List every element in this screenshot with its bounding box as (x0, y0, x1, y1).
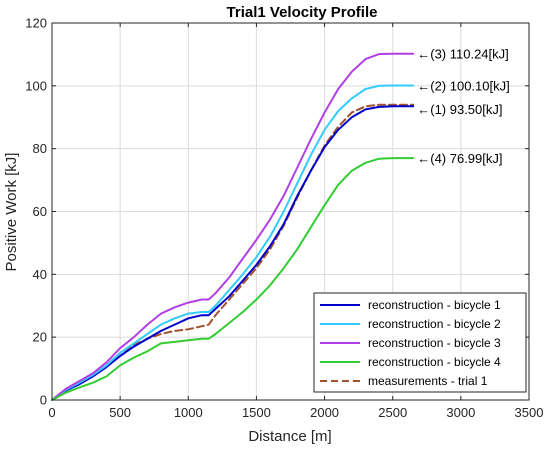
legend: reconstruction - bicycle 1 reconstruction… (313, 292, 527, 393)
x-tick-label: 500 (109, 405, 131, 420)
x-tick-label: 2500 (378, 405, 407, 420)
annotation-1: ←(3) 110.24[kJ] (417, 47, 509, 62)
x-tick-label: 1000 (174, 405, 203, 420)
x-tick-label: 0 (48, 405, 55, 420)
end-value-annotations: ←(3) 110.24[kJ] ←(2) 100.10[kJ] ←(1) 93.50… (417, 47, 510, 166)
annotation-4: ←(4) 76.99[kJ] (417, 151, 502, 166)
x-tick-label: 3000 (446, 405, 475, 420)
x-tick-label: 3500 (515, 405, 544, 420)
x-tick-label: 2000 (310, 405, 339, 420)
legend-label-1: reconstruction - bicycle 1 (368, 298, 501, 312)
x-tick-label: 1500 (242, 405, 271, 420)
chart-title: Trial1 Velocity Profile (227, 4, 378, 21)
y-tick-label: 20 (33, 330, 47, 345)
y-tick-label: 40 (33, 267, 47, 282)
y-tick-label: 60 (33, 204, 47, 219)
annotation-3: ←(1) 93.50[kJ] (417, 102, 502, 117)
legend-label-5: measurements - trial 1 (368, 374, 488, 388)
series-lines (51, 52, 415, 401)
y-tick-label: 0 (40, 393, 47, 408)
legend-label-4: reconstruction - bicycle 4 (368, 355, 501, 369)
y-tick-label: 120 (25, 16, 47, 31)
y-axis-title: Positive Work [kJ] (3, 153, 20, 272)
series-line-3 (51, 52, 415, 401)
annotation-2: ←(2) 100.10[kJ] (417, 79, 510, 94)
y-tick-label: 100 (25, 78, 47, 93)
x-axis-title: Distance [m] (248, 428, 331, 445)
legend-label-2: reconstruction - bicycle 2 (368, 317, 501, 331)
series-line-1 (51, 105, 415, 401)
y-tick-label: 80 (33, 141, 47, 156)
series-line-2 (51, 84, 415, 401)
legend-label-3: reconstruction - bicycle 3 (368, 336, 501, 350)
series-line-4 (51, 157, 415, 401)
axis-ticks: 0 500 1000 1500 2000 2500 3000 3500 0 20 40 60 80 100… (25, 16, 543, 421)
